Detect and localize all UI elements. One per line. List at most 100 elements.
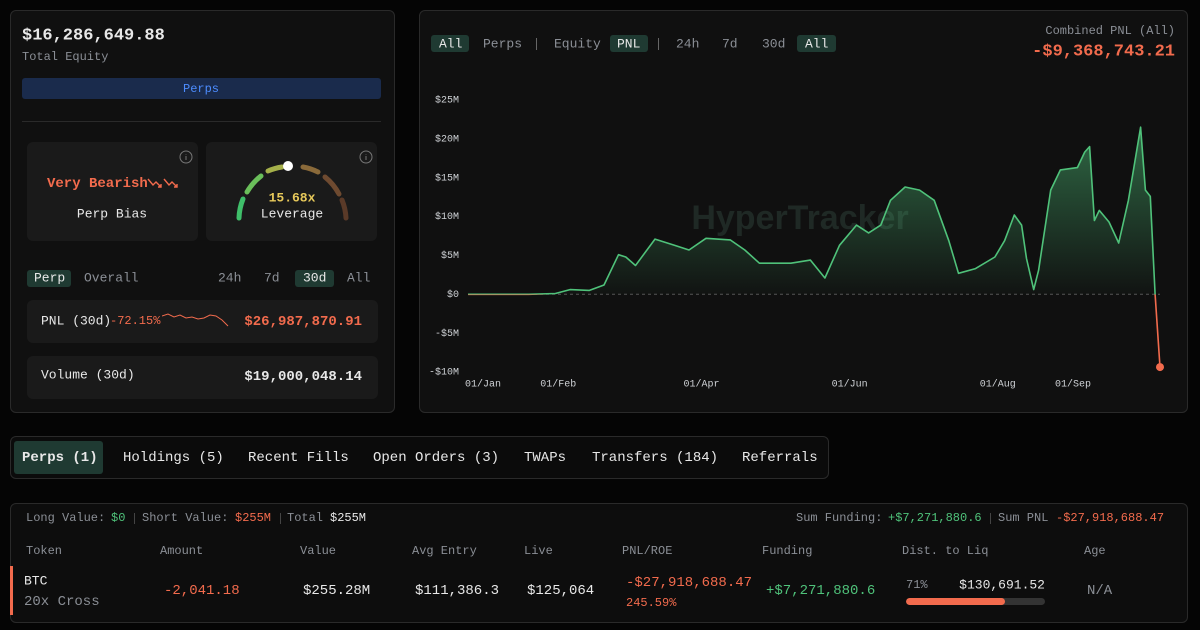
short-indicator — [10, 566, 13, 615]
info-icon[interactable] — [358, 149, 374, 165]
active-tab — [431, 35, 469, 52]
leverage-label: Leverage — [260, 206, 324, 222]
divider — [22, 121, 381, 122]
mode-button-label[interactable]: Perps — [182, 82, 220, 96]
leverage-value: 15.68x — [268, 190, 316, 206]
y-tick-label: $15M — [435, 172, 459, 184]
column-header: Dist. to Liq — [902, 544, 989, 558]
token: BTC — [24, 573, 48, 589]
column-header: Age — [1084, 544, 1106, 558]
y-tick-label: $10M — [435, 211, 459, 223]
chart-tab[interactable]: 30d — [762, 36, 786, 52]
bearish-icon — [147, 178, 178, 188]
total-equity-label: Total Equity — [22, 50, 109, 64]
long-label: Long Value: — [26, 511, 106, 525]
total-value: $255M — [330, 511, 367, 525]
area — [468, 127, 1160, 295]
column-header: Token — [26, 544, 63, 558]
sum-pnl-label: Sum PNL — [998, 511, 1049, 525]
roe: 245.59% — [626, 596, 677, 610]
long-value: $0 — [111, 511, 126, 525]
tab[interactable]: 24h — [218, 270, 242, 286]
chart-tab[interactable]: PNL — [617, 36, 641, 52]
x-tick-label: 01/Jun — [832, 379, 868, 391]
separator — [658, 38, 659, 50]
y-tick-label: $5M — [441, 250, 459, 262]
tab[interactable]: Perps (1) — [22, 450, 98, 466]
combined-label: Combined PNL (All) — [1045, 24, 1175, 38]
volume-value: $19,000,048.14 — [244, 369, 362, 385]
tab[interactable]: Holdings (5) — [123, 450, 224, 466]
volume-label: Volume (30d) — [41, 367, 135, 383]
y-tick-label: -$5M — [435, 328, 459, 340]
x-tick-label: 01/Sep — [1055, 379, 1091, 391]
tab[interactable]: Overall — [84, 270, 139, 286]
x-tick-label: 01/Feb — [540, 379, 576, 391]
total-label: Total — [287, 511, 324, 525]
liq-price: $130,691.52 — [959, 577, 1045, 593]
active-tab — [610, 35, 648, 52]
live-price: $125,064 — [527, 583, 595, 599]
end-point — [1156, 363, 1164, 372]
total-equity: $16,286,649.88 — [22, 26, 165, 46]
chart-tab[interactable]: All — [805, 36, 829, 52]
sum-pnl-value: -$27,918,688.47 — [1056, 511, 1165, 525]
column-header: PNL/ROE — [622, 544, 673, 558]
bias-value: Very Bearish — [47, 176, 148, 192]
y-tick-label: $25M — [435, 95, 459, 107]
chart-tab[interactable]: 24h — [676, 36, 700, 52]
pnl-value: $26,987,870.91 — [244, 314, 362, 330]
avg-entry: $111,386.3 — [415, 583, 500, 599]
pnl-label: PNL (30d) — [41, 313, 112, 329]
separator — [134, 513, 135, 524]
tab[interactable]: Referrals — [742, 450, 818, 466]
margin: 20x Cross — [24, 594, 100, 610]
active-tab — [295, 270, 334, 287]
chart-tab[interactable]: Perps — [483, 36, 523, 52]
age: N/A — [1087, 583, 1113, 599]
pnl-change: -72.15% — [110, 314, 161, 328]
value: $255.28M — [303, 583, 371, 599]
chart-tab[interactable]: 7d — [722, 36, 738, 52]
line — [468, 126, 1161, 368]
x-tick-label: 01/Aug — [980, 379, 1016, 391]
active-tab — [27, 270, 71, 287]
chart-tab[interactable]: All — [439, 36, 463, 52]
tab[interactable]: Perp — [34, 270, 66, 286]
pnl-sparkline — [162, 313, 229, 327]
y-tick-label: -$10M — [429, 367, 459, 379]
short-label: Short Value: — [142, 511, 229, 525]
leverage-gauge — [236, 161, 349, 221]
mode-button[interactable] — [22, 78, 381, 99]
leverage-card — [206, 142, 377, 241]
separator — [280, 513, 281, 524]
pnl: -$27,918,688.47 — [626, 575, 753, 591]
tab[interactable]: All — [347, 270, 371, 286]
separator — [990, 513, 991, 524]
liq-bar-track — [906, 598, 1045, 605]
x-tick-label: 01/Apr — [684, 379, 720, 391]
funding: +$7,271,880.6 — [766, 583, 876, 599]
funding-value: +$7,271,880.6 — [888, 511, 982, 525]
tab[interactable]: 7d — [264, 270, 280, 286]
tab[interactable]: Recent Fills — [248, 450, 349, 466]
active-tab — [797, 35, 836, 52]
tab[interactable]: Transfers (184) — [592, 450, 719, 466]
tab[interactable]: TWAPs — [524, 450, 567, 466]
column-header: Live — [524, 544, 553, 558]
column-header: Funding — [762, 544, 813, 558]
separator — [536, 38, 537, 50]
info-icon[interactable] — [178, 149, 194, 165]
liq-distance: 71% — [906, 578, 928, 592]
chart-tab[interactable]: Equity — [554, 36, 601, 52]
column-header: Amount — [160, 544, 204, 558]
x-tick-label: 01/Jan — [465, 379, 501, 391]
y-tick-label: $20M — [435, 133, 459, 145]
column-header: Avg Entry — [412, 544, 477, 558]
pnl-chart: HyperTracker-$10M-$5M$0$5M$10M$15M$20M$2… — [429, 95, 1164, 391]
funding-label: Sum Funding: — [796, 511, 883, 525]
column-header: Value — [300, 544, 337, 558]
tab[interactable]: 30d — [303, 270, 327, 286]
tab[interactable]: Open Orders (3) — [373, 450, 500, 466]
short-value: $255M — [235, 511, 272, 525]
